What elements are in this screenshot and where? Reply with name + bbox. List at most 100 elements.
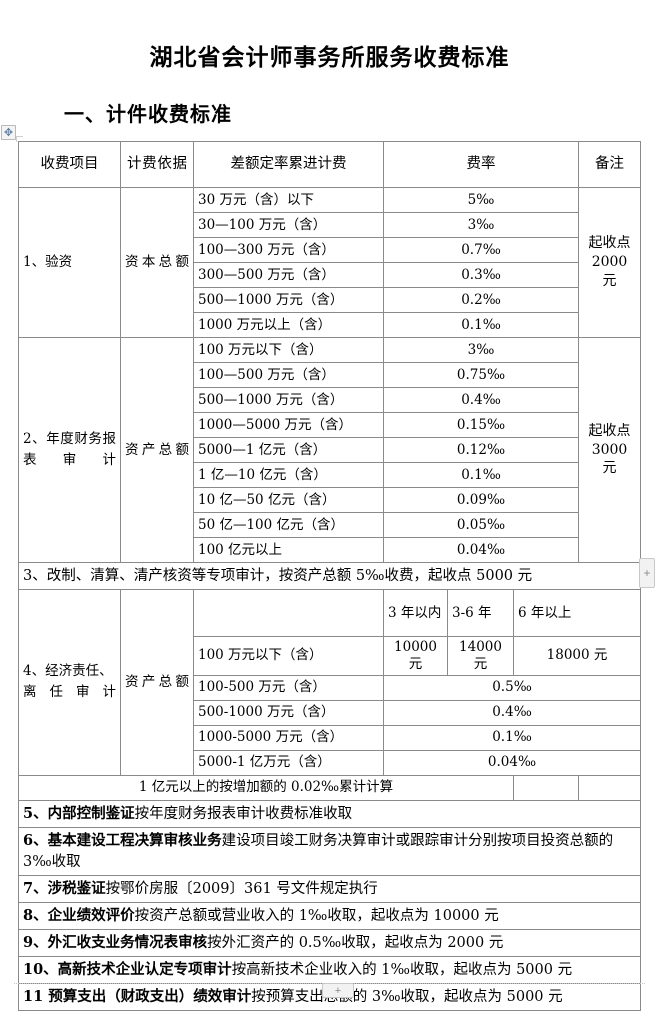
footnote-rest: 按预算支出总额的 3‰收取，起收点为 5000 元 [251,988,563,1005]
section4-footer-pad-a [512,774,580,801]
row3-note: 3、改制、清算、清产核资等专项审计，按资产总额 5‰收费，起收点 5000 元 [17,562,642,590]
footnote-rest: 按资产总额或营业收入的 1‰收取，起收点为 10000 元 [134,907,499,924]
footnote-bold: 11 预算支出（财政支出）绩效审计 [23,987,252,1005]
rate-cell: 5‰ [382,187,580,213]
range-cell: 1000 万元以上（含） [193,312,384,338]
rate-cell: 0.12‰ [382,437,580,463]
table-row: 5000—1 亿元（含） 0.12‰ [19,437,641,463]
section-note-1: 起收点 2000 元 [578,187,642,338]
range-cell: 500—1000 万元（含） [193,387,384,413]
table-move-handle[interactable]: ✥ [1,125,16,140]
section-item-1: 1、验资 [18,187,121,338]
insert-row-button[interactable]: + [639,558,655,588]
table-top-tick [16,136,23,142]
footnote-cell: 10、高新技术企业认定专项审计按高新技术企业收入的 1‰收取，起收点为 5000… [17,955,642,984]
range-cell: 30—100 万元（含） [193,212,384,238]
section-basis-1: 资本总额 [120,187,194,338]
table-row: 2、年度财务报表审计 资产总额 100 万元以下（含） 3‰ 起收点 3000 … [18,337,642,563]
range-cell: 500—1000 万元（含） [193,287,384,313]
section-heading: 一、计件收费标准 [64,101,232,126]
range-cell: 30 万元（含）以下 [193,187,384,213]
rate-cell: 3‰ [382,212,580,238]
range-cell: 100 万元以下（含） [193,636,384,676]
table-row: 1000—5000 万元（含） 0.15‰ [19,412,641,438]
year-header-2: 3-6 年 [447,589,514,637]
insert-column-button[interactable]: + [322,983,354,998]
footnote-row-8: 8、企业绩效评价按资产总额或营业收入的 1‰收取，起收点为 10000 元 [17,901,642,930]
range-cell: 1 亿—10 亿元（含） [193,462,384,488]
table-row: 4、经济责任、离任审计 资产总额 3 年以内 3-6 年 6 年以上 [18,589,642,776]
year-header-3: 6 年以上 [512,589,642,637]
footnote-row-5: 5、内部控制鉴证按年度财务报表审计收费标准收取 [17,799,642,828]
range-cell: 300—500 万元（含） [193,262,384,288]
footnote-rest: 按鄂价房服〔2009〕361 号文件规定执行 [105,880,378,897]
footnote-cell: 5、内部控制鉴证按年度财务报表审计收费标准收取 [17,799,642,828]
header-basis: 计费依据 [120,141,194,188]
header-item: 收费项目 [18,141,121,188]
header-range: 差额定率累进计费 [193,141,384,188]
header-rate: 费率 [382,141,580,188]
footnote-cell: 6、基本建设工程决算审核业务建设项目竣工财务决算审计或跟踪审计分别按项目投资总额… [17,826,642,876]
footnote-cell: 9、外汇收支业务情况表审核按外汇资产的 0.5‰收取，起收点为 2000 元 [17,928,642,957]
footnote-rest: 建设项目竣工财务决算审计或跟踪审计分别按项目投资总额的 3‰收取 [23,832,614,870]
fee-standards-table: 收费项目 计费依据 差额定率累进计费 费率 备注 1、验资 资本总额 30 万元… [17,141,642,1011]
range-cell: 1000—5000 万元（含） [193,412,384,438]
sub-header-blank [193,589,384,637]
rate-cell: 0.75‰ [382,362,580,388]
header-note: 备注 [578,141,642,188]
table-row: 1000 万元以上（含） 0.1‰ [19,312,641,338]
range-cell: 5000—1 亿元（含） [193,437,384,463]
table-row: 100—500 万元（含） 0.75‰ [19,362,641,388]
rate-cell: 0.3‰ [382,262,580,288]
table-row-3: 3、改制、清算、清产核资等专项审计，按资产总额 5‰收费，起收点 5000 元 [17,562,642,590]
section-basis-2: 资产总额 [120,337,194,563]
rate-cell: 0.1‰ [382,312,580,338]
table-row: 100 亿元以上 0.04‰ [19,537,641,563]
rate-cell: 0.7‰ [382,237,580,263]
tier-value-3: 18000 元 [512,636,642,676]
rate-cell: 0.1‰ [382,724,642,751]
range-cell: 5000-1 亿万元（含） [193,749,384,776]
table-row: 300—500 万元（含） 0.3‰ [19,262,641,288]
footnote-bold: 9、外汇收支业务情况表审核 [23,933,208,951]
rate-cell: 0.04‰ [382,537,580,563]
table-row: 1、验资 资本总额 30 万元（含）以下 5‰ 起收点 2000 元 [18,187,642,338]
year-header-1: 3 年以内 [383,589,448,637]
table-row: 100 万元以下（含） 10000 元 14000 元 18000 元 [19,636,642,676]
tier-value-1: 10000 元 [383,636,448,676]
table-row: 1 亿元以上的按增加额的 0.02‰累计计算 [18,774,642,801]
footnote-bold: 8、企业绩效评价 [23,906,135,924]
range-cell: 50 亿—100 亿元（含） [193,512,384,538]
range-cell: 100 亿元以上 [193,537,384,563]
footnote-cell: 7、涉税鉴证按鄂价房服〔2009〕361 号文件规定执行 [17,874,642,903]
table-row: 50 亿—100 亿元（含） 0.05‰ [19,512,641,538]
footnote-cell: 8、企业绩效评价按资产总额或营业收入的 1‰收取，起收点为 10000 元 [17,901,642,930]
range-cell: 100-500 万元（含） [193,674,384,701]
rate-cell: 0.2‰ [382,287,580,313]
rate-cell: 0.1‰ [382,462,580,488]
section-basis-4: 资产总额 [120,589,194,776]
table-row: 30—100 万元（含） 3‰ [19,212,641,238]
section4-footer-pad-b [578,774,642,801]
footnote-rest: 按年度财务报表审计收费标准收取 [134,805,353,822]
footnote-rest: 按高新技术企业收入的 1‰收取，起收点为 5000 元 [231,961,573,978]
section-note-2: 起收点 3000 元 [578,337,642,563]
footnote-row-9: 9、外汇收支业务情况表审核按外汇资产的 0.5‰收取，起收点为 2000 元 [17,928,642,957]
footnote-row-6: 6、基本建设工程决算审核业务建设项目竣工财务决算审计或跟踪审计分别按项目投资总额… [17,826,642,876]
table-row: 5000-1 亿万元（含） 0.04‰ [19,749,642,776]
range-cell: 1000-5000 万元（含） [193,724,384,751]
rate-cell: 0.4‰ [382,387,580,413]
section-item-4: 4、经济责任、离任审计 [18,589,121,776]
rate-cell: 0.09‰ [382,487,580,513]
section-item-2: 2、年度财务报表审计 [18,337,121,563]
footnote-bold: 10、高新技术企业认定专项审计 [23,960,232,978]
fee-table-wrapper: 收费项目 计费依据 差额定率累进计费 费率 备注 1、验资 资本总额 30 万元… [17,141,642,1011]
rate-cell: 0.15‰ [382,412,580,438]
range-cell: 100—300 万元（含） [193,237,384,263]
table-row: 100-500 万元（含） 0.5‰ [19,674,642,701]
table-row: 500-1000 万元（含） 0.4‰ [19,699,642,726]
range-cell: 10 亿—50 亿元（含） [193,487,384,513]
footnote-row-7: 7、涉税鉴证按鄂价房服〔2009〕361 号文件规定执行 [17,874,642,903]
range-cell: 100—500 万元（含） [193,362,384,388]
tier-value-2: 14000 元 [447,636,514,676]
